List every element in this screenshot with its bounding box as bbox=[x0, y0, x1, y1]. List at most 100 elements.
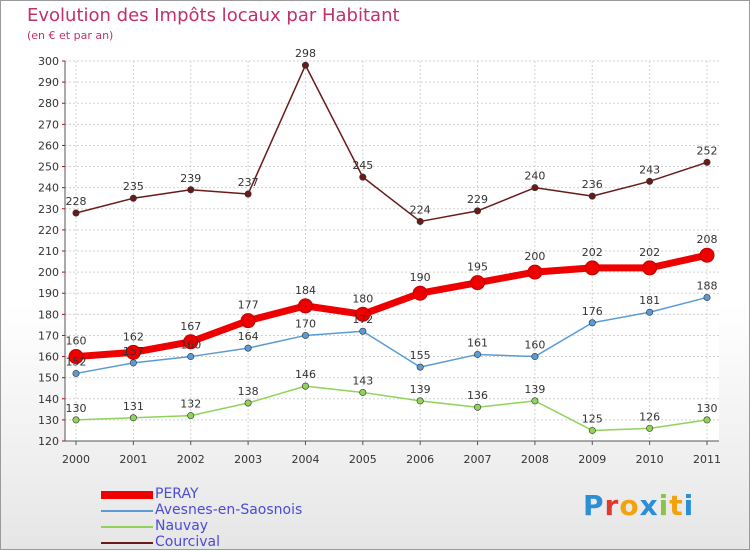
data-point-courcival bbox=[244, 190, 252, 198]
data-label-nauvay: 146 bbox=[295, 368, 316, 381]
x-tick-label: 2000 bbox=[62, 453, 90, 466]
grid-layer bbox=[65, 60, 719, 442]
series-avesnes-en-saosnois bbox=[72, 293, 711, 377]
x-tick-label: 2010 bbox=[636, 453, 664, 466]
data-point-courcival bbox=[703, 158, 711, 166]
data-point-peray bbox=[527, 264, 543, 280]
y-tick-label: 240 bbox=[38, 182, 59, 195]
data-point-courcival bbox=[72, 209, 80, 217]
data-label-peray: 177 bbox=[238, 299, 259, 312]
data-point-peray bbox=[68, 349, 84, 365]
data-label-avesnes-en-saosnois: 164 bbox=[238, 330, 259, 343]
data-point-courcival bbox=[359, 173, 367, 181]
data-label-courcival: 235 bbox=[123, 180, 144, 193]
plot-area bbox=[65, 61, 719, 441]
data-label-nauvay: 130 bbox=[66, 402, 87, 415]
data-point-courcival bbox=[474, 207, 482, 215]
x-tick-label: 2011 bbox=[693, 453, 721, 466]
logo-letter: t bbox=[669, 489, 684, 522]
data-label-peray: 208 bbox=[697, 233, 718, 246]
y-tick-label: 150 bbox=[38, 372, 59, 385]
data-point-peray bbox=[240, 313, 256, 329]
data-label-avesnes-en-saosnois: 152 bbox=[66, 355, 87, 368]
data-point-avesnes-en-saosnois bbox=[359, 327, 367, 335]
y-tick-label: 250 bbox=[38, 161, 59, 174]
axis-layer: 120 130 140 150 160 170 180 190 200 210 220 230 240 2… bbox=[38, 55, 721, 466]
data-point-avesnes-en-saosnois bbox=[72, 369, 80, 377]
data-label-peray: 162 bbox=[123, 330, 144, 343]
data-point-avesnes-en-saosnois bbox=[187, 353, 195, 361]
data-label-peray: 202 bbox=[639, 246, 660, 259]
data-point-courcival bbox=[129, 194, 137, 202]
logo-letter: i bbox=[683, 489, 695, 522]
data-point-avesnes-en-saosnois bbox=[531, 353, 539, 361]
x-tick-label: 2005 bbox=[349, 453, 377, 466]
data-point-nauvay bbox=[244, 399, 252, 407]
data-point-peray bbox=[584, 260, 600, 276]
data-label-nauvay: 126 bbox=[639, 410, 660, 423]
x-tick-label: 2006 bbox=[406, 453, 434, 466]
data-label-peray: 184 bbox=[295, 284, 316, 297]
data-label-nauvay: 132 bbox=[180, 398, 201, 411]
y-tick-label: 130 bbox=[38, 414, 59, 427]
y-tick-label: 160 bbox=[38, 351, 59, 364]
x-tick-label: 2004 bbox=[291, 453, 319, 466]
data-label-nauvay: 136 bbox=[467, 389, 488, 402]
data-point-nauvay bbox=[588, 426, 596, 434]
data-label-avesnes-en-saosnois: 170 bbox=[295, 317, 316, 330]
legend-label-courcival: Courcival bbox=[155, 534, 221, 550]
legend-label-avesnes: Avesnes-en-Saosnois bbox=[155, 502, 303, 518]
data-point-nauvay bbox=[187, 412, 195, 420]
x-tick-label: 2003 bbox=[234, 453, 262, 466]
y-tick-label: 280 bbox=[38, 97, 59, 110]
legend-label-peray: PERAY bbox=[155, 486, 199, 502]
data-label-nauvay: 139 bbox=[524, 383, 545, 396]
chart-subtitle: (en € et par an) bbox=[27, 29, 114, 42]
y-tick-label: 230 bbox=[38, 203, 59, 216]
data-label-nauvay: 138 bbox=[238, 385, 259, 398]
logo-letter: x bbox=[639, 489, 659, 522]
data-label-peray: 200 bbox=[524, 250, 545, 263]
data-label-courcival: 237 bbox=[238, 176, 259, 189]
data-point-avesnes-en-saosnois bbox=[129, 359, 137, 367]
data-label-peray: 195 bbox=[467, 261, 488, 274]
data-label-avesnes-en-saosnois: 160 bbox=[524, 339, 545, 352]
series-peray bbox=[68, 247, 715, 365]
data-label-courcival: 224 bbox=[410, 203, 431, 216]
data-label-courcival: 229 bbox=[467, 193, 488, 206]
y-tick-label: 220 bbox=[38, 224, 59, 237]
series-line-avesnes-en-saosnois bbox=[75, 296, 708, 375]
data-point-peray bbox=[183, 334, 199, 350]
x-tick-label: 2001 bbox=[119, 453, 147, 466]
data-point-courcival bbox=[301, 61, 309, 69]
x-tick-label: 2007 bbox=[464, 453, 492, 466]
data-point-peray bbox=[642, 260, 658, 276]
data-label-courcival: 245 bbox=[352, 159, 373, 172]
data-point-avesnes-en-saosnois bbox=[703, 293, 711, 301]
x-tick-label: 2002 bbox=[177, 453, 205, 466]
data-label-courcival: 236 bbox=[582, 178, 603, 191]
legend-label-nauvay: Nauvay bbox=[155, 518, 209, 534]
data-point-courcival bbox=[187, 186, 195, 194]
logo-letter: i bbox=[658, 489, 670, 522]
data-label-courcival: 240 bbox=[524, 170, 545, 183]
data-point-courcival bbox=[646, 177, 654, 185]
data-label-avesnes-en-saosnois: 161 bbox=[467, 336, 488, 349]
data-label-avesnes-en-saosnois: 188 bbox=[697, 279, 718, 292]
y-tick-label: 200 bbox=[38, 266, 59, 279]
proxiti-logo: Proxiti bbox=[583, 489, 694, 522]
data-point-avesnes-en-saosnois bbox=[588, 319, 596, 327]
data-label-avesnes-en-saosnois: 176 bbox=[582, 305, 603, 318]
legend-swatch-avesnes bbox=[101, 510, 153, 512]
data-label-avesnes-en-saosnois: 181 bbox=[639, 294, 660, 307]
data-label-courcival: 298 bbox=[295, 47, 316, 60]
series-line-peray bbox=[72, 251, 711, 361]
legend-swatch-courcival bbox=[101, 542, 153, 544]
data-point-nauvay bbox=[72, 416, 80, 424]
y-tick-label: 270 bbox=[38, 118, 59, 131]
data-label-courcival: 243 bbox=[639, 163, 660, 176]
data-point-nauvay bbox=[474, 403, 482, 411]
data-label-layer: 228 235 239 237 298 245 224 229 240 236 243 252 130 1… bbox=[66, 47, 718, 425]
data-point-courcival bbox=[588, 192, 596, 200]
